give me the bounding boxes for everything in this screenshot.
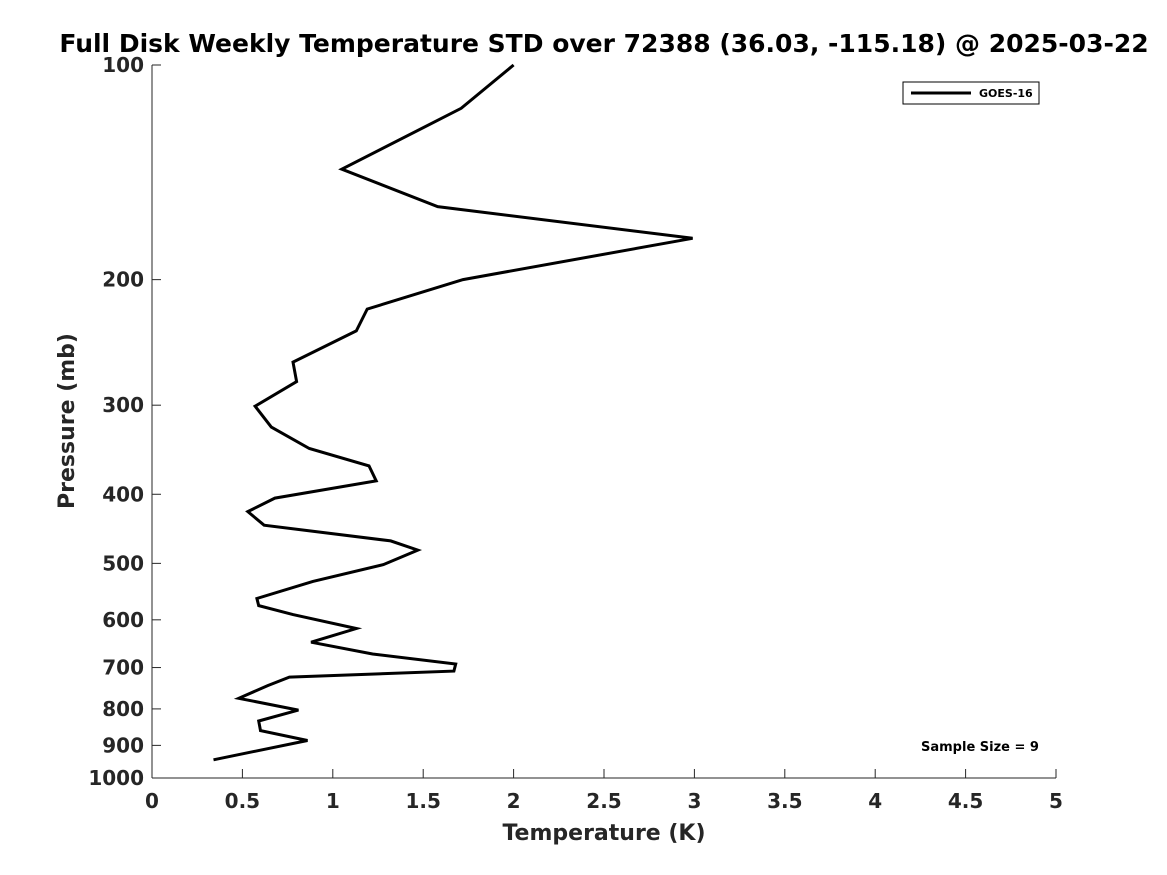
y-tick-label: 200: [102, 268, 144, 292]
x-tick-label: 1.5: [405, 789, 440, 813]
y-tick-label: 600: [102, 608, 144, 632]
y-tick-label: 500: [102, 551, 144, 575]
x-tick-label: 0.5: [225, 789, 260, 813]
y-tick-label: 300: [102, 393, 144, 417]
sample-size-annotation: Sample Size = 9: [921, 740, 1039, 755]
y-tick-label: 800: [102, 697, 144, 721]
series-layer: [213, 63, 693, 762]
x-tick-label: 1: [326, 789, 340, 813]
x-tick-label: 5: [1049, 789, 1063, 813]
axes: [151, 65, 1056, 779]
x-tick-label: 4: [868, 789, 882, 813]
y-tick-label: 100: [102, 53, 144, 77]
legend-label-goes-16: GOES-16: [979, 87, 1033, 100]
x-tick-label: 0: [145, 789, 159, 813]
legend: GOES-16: [902, 81, 1040, 105]
y-tick-label: 400: [102, 482, 144, 506]
y-ticks: 100 200 300 400 500 600 700 800 900 1000: [88, 53, 161, 790]
series-line-goes-16: [213, 63, 693, 762]
x-tick-label: 3: [687, 789, 701, 813]
y-tick-label: 700: [102, 656, 144, 680]
x-tick-label: 2.5: [586, 789, 621, 813]
y-tick-label: 900: [102, 733, 144, 757]
y-axis-label: Pressure (mb): [55, 333, 80, 509]
y-tick-label: 1000: [88, 766, 144, 790]
x-axis-label: Temperature (K): [502, 821, 705, 846]
x-tick-label: 2: [507, 789, 521, 813]
x-ticks: 0 0.5 1 1.5 2 2.5 3 3.5 4 4.5 5: [145, 769, 1063, 813]
x-tick-label: 3.5: [767, 789, 802, 813]
chart-title: Full Disk Weekly Temperature STD over 72…: [59, 29, 1148, 58]
x-tick-label: 4.5: [948, 789, 983, 813]
